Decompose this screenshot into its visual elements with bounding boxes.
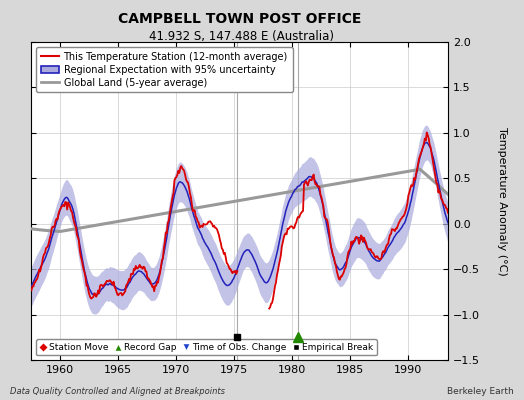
Text: Data Quality Controlled and Aligned at Breakpoints: Data Quality Controlled and Aligned at B… <box>10 387 225 396</box>
Title: CAMPBELL TOWN POST OFFICE: CAMPBELL TOWN POST OFFICE <box>118 12 362 26</box>
Legend: Station Move, Record Gap, Time of Obs. Change, Empirical Break: Station Move, Record Gap, Time of Obs. C… <box>36 339 377 356</box>
Text: Berkeley Earth: Berkeley Earth <box>447 387 514 396</box>
Text: 41.932 S, 147.488 E (Australia): 41.932 S, 147.488 E (Australia) <box>148 30 334 43</box>
Y-axis label: Temperature Anomaly (°C): Temperature Anomaly (°C) <box>497 127 507 275</box>
